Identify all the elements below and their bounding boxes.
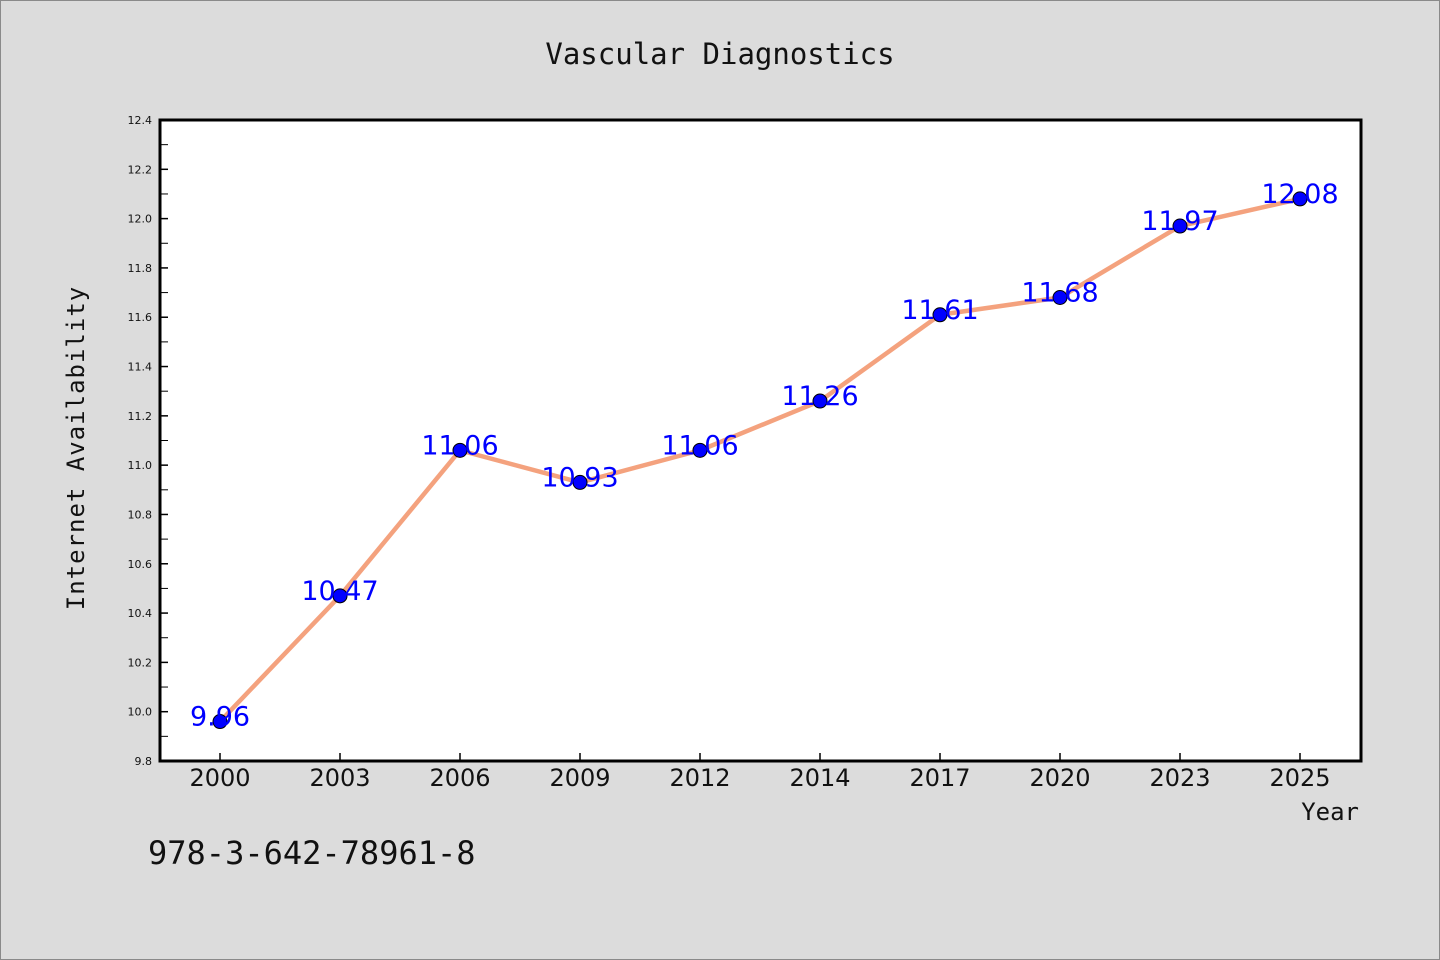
data-label: 9.96 [190, 702, 250, 733]
data-label: 11.68 [1021, 278, 1098, 309]
y-tick-label: 11.4 [128, 361, 153, 374]
x-tick-label: 2025 [1269, 764, 1330, 792]
y-tick-label: 11.2 [128, 410, 153, 423]
data-point [332, 588, 348, 604]
data-label: 11.26 [781, 381, 858, 412]
y-tick-label: 10.0 [128, 706, 153, 719]
data-point [812, 393, 828, 409]
data-point [452, 442, 468, 458]
y-tick-label: 10.2 [128, 656, 153, 669]
data-label: 11.97 [1141, 206, 1218, 237]
data-point [932, 307, 948, 323]
data-label: 11.06 [421, 430, 498, 461]
data-points [212, 191, 1308, 730]
data-point [1052, 290, 1068, 306]
y-axis-label: Internet Availability [62, 286, 90, 610]
data-label: 10.93 [541, 462, 618, 493]
y-tick-label: 11.0 [128, 459, 153, 472]
y-axis-ticks: 9.8 10.0 10.2 10.4 10.6 10.8 11.0 11.2 11.4 11.6 1… [128, 114, 168, 768]
x-tick-label: 2009 [549, 764, 610, 792]
x-tick-label: 2023 [1149, 764, 1210, 792]
plot-area [158, 118, 1363, 763]
x-tick-label: 2006 [429, 764, 490, 792]
data-label: 11.61 [901, 295, 978, 326]
y-tick-label: 11.8 [128, 262, 153, 275]
data-point [1172, 218, 1188, 234]
x-tick-label: 2014 [789, 764, 850, 792]
data-point [572, 474, 588, 490]
x-tick-label: 2003 [309, 764, 370, 792]
series-line [218, 196, 1301, 724]
x-tick-label: 2000 [189, 764, 250, 792]
data-point [692, 442, 708, 458]
y-tick-label: 10.6 [128, 558, 153, 571]
x-tick-label: 2017 [909, 764, 970, 792]
data-point [1292, 191, 1308, 207]
y-tick-label: 12.4 [128, 114, 153, 127]
y-tick-label: 12.2 [128, 163, 153, 176]
x-tick-label: 2012 [669, 764, 730, 792]
data-label: 11.06 [661, 430, 738, 461]
data-label: 10.47 [301, 576, 378, 607]
chart-title: Vascular Diagnostics [545, 37, 894, 71]
data-point [212, 714, 228, 730]
y-tick-label: 11.6 [128, 311, 153, 324]
x-axis-ticks: 2000 2003 2006 2009 2012 2014 2017 2020 2023 2025 [189, 753, 1331, 792]
y-tick-label: 10.4 [128, 607, 153, 620]
data-labels: 9.96 10.47 11.06 10.93 11.06 11.26 11.61 11.68 1… [190, 179, 1339, 733]
y-tick-label: 9.8 [135, 755, 153, 768]
y-tick-label: 12.0 [128, 213, 153, 226]
x-tick-label: 2020 [1029, 764, 1090, 792]
isbn-text: 978-3-642-78961-8 [148, 834, 476, 872]
data-label: 12.08 [1261, 179, 1338, 210]
y-tick-label: 10.8 [128, 508, 153, 521]
x-axis-label: Year [1301, 798, 1359, 826]
